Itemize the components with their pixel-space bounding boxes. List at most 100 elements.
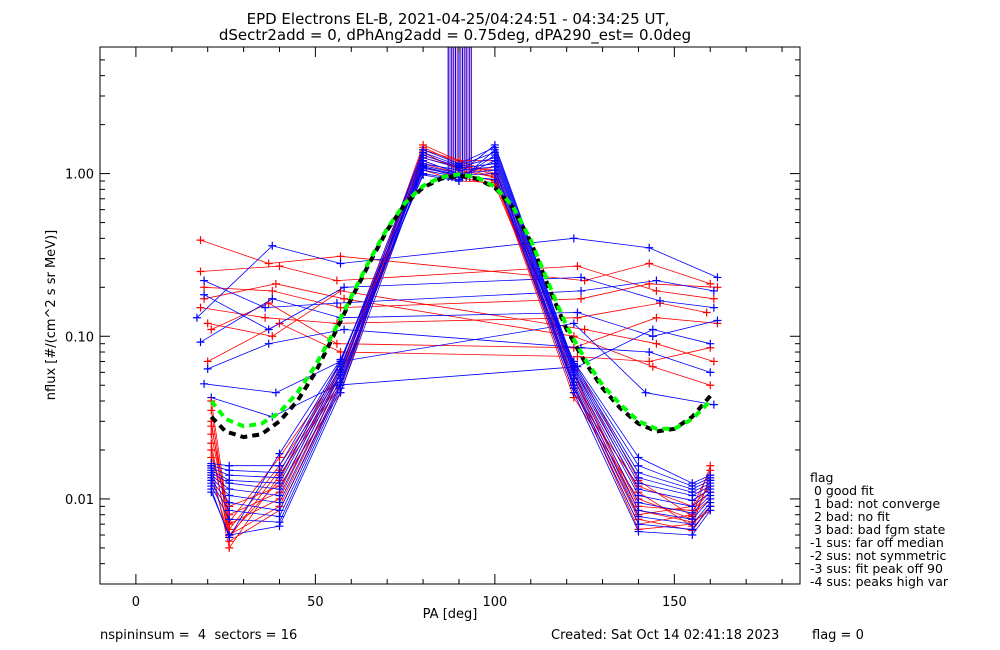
blue-point [275,506,284,515]
blue-upper-line [204,322,714,405]
blue-point [713,316,722,325]
blue-spectrum-line [211,154,711,501]
red-upper-line [200,265,714,300]
red-point [203,319,212,328]
red-point [706,461,715,470]
red-point [275,262,284,271]
red-point [196,303,205,312]
legend-entry: -1 sus: far off median [810,535,944,550]
blue-point [264,339,273,348]
blue-point [645,243,654,252]
legend-entry: -3 sus: fit peak off 90 [810,561,943,576]
blue-point [200,276,209,285]
blue-point [275,468,284,477]
blue-point [648,332,657,341]
red-point [207,445,216,454]
blue-point [569,357,578,366]
blue-point [196,338,205,347]
blue-upper-line [211,329,711,418]
blue-point [419,145,428,154]
red-point [713,283,722,292]
blue-point [573,308,582,317]
red-point [706,381,715,390]
blue-point [192,313,201,322]
legend-entry: 2 bad: no fit [810,509,890,524]
red-upper-line [207,290,714,362]
red-point [336,303,345,312]
blue-point [688,479,697,488]
legend-entry: -2 sus: not symmetric [810,548,946,563]
x-axis-label: PA [deg] [423,607,478,622]
blue-upper-line [203,280,714,309]
blue-point [336,355,345,364]
red-point [340,294,349,303]
blue-point [709,286,718,295]
blue-point [336,259,345,268]
blue-point [577,273,586,282]
blue-point [648,325,657,334]
blue-point [332,299,341,308]
red-point [264,259,273,268]
blue-point [268,241,277,250]
red-point [648,362,657,371]
red-point [268,286,277,295]
chart-title-line1: EPD Electrons EL-B, 2021-04-25/04:24:51 … [247,10,670,28]
blue-point [454,159,463,168]
blue-point [261,303,270,312]
blue-point [634,506,643,515]
flag-legend: flag 0 good fit 1 bad: not converge 2 ba… [810,470,949,589]
red-point [652,339,661,348]
blue-point [709,400,718,409]
blue-point [645,348,654,357]
blue-point [490,140,499,149]
red-point [652,286,661,295]
blue-point [207,459,216,468]
footer-flag: flag = 0 [812,628,864,643]
blue-point [569,234,578,243]
red-point [577,294,586,303]
blue-point [706,339,715,348]
blue-point [275,498,284,507]
blue-point [340,325,349,334]
red-point [268,332,277,341]
footer-spin-info: nspininsum = 4 sectors = 16 [100,628,298,643]
red-point [271,279,280,288]
x-tick-label: 100 [482,595,507,610]
red-point [336,348,345,357]
red-point [203,357,212,366]
red-point [702,308,711,317]
legend-entry: 1 bad: not converge [810,496,940,511]
blue-point [490,175,499,184]
blue-upper-line [203,276,714,330]
red-point [332,276,341,285]
red-point [225,543,234,552]
blue-point [656,296,664,305]
y-tick-label: 0.10 [65,330,94,345]
blue-upper-line [207,329,711,373]
blue-point [200,290,209,299]
blue-point [225,533,234,542]
blue-point [200,379,209,388]
blue-point [268,294,277,303]
footer-created: Created: Sat Oct 14 02:41:18 2023 [551,628,780,643]
x-tick-label: 0 [132,595,140,610]
blue-point [634,453,643,462]
red-spectrum-line [210,146,711,549]
x-tick-label: 50 [307,595,324,610]
red-point [207,439,216,448]
blue-point [275,461,284,470]
red-point [207,430,216,439]
x-tick-label: 150 [662,595,687,610]
red-point [207,406,216,415]
legend-entry: -4 sus: peaks high var [810,574,949,589]
blue-point [207,485,216,494]
red-upper-line [204,283,711,386]
red-spectrum-line [210,151,711,520]
blue-point [271,388,280,397]
red-point [652,313,661,322]
blue-spectrum-line [211,149,711,493]
blue-point [634,520,643,529]
blue-point [577,286,586,295]
red-upper-line [200,302,707,324]
